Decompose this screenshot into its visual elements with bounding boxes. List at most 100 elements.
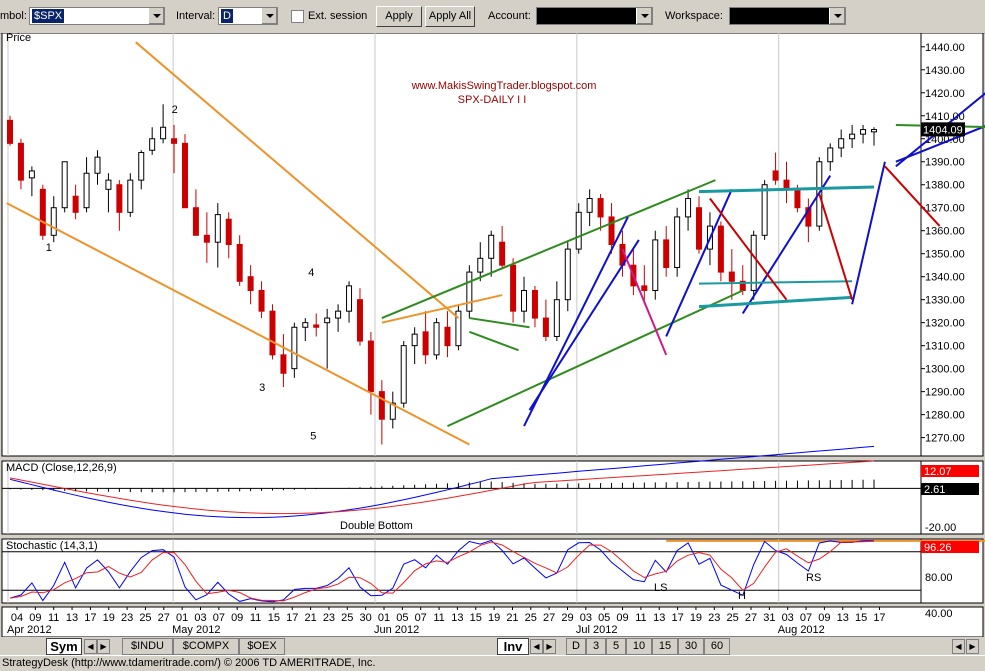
x-tick-label: 30 [360, 612, 372, 624]
candle-body [324, 317, 331, 324]
ext-session-checkbox[interactable] [291, 10, 304, 23]
candle-body [499, 241, 506, 266]
y-tick-label: 1290.00 [925, 387, 965, 399]
tab-interval-3[interactable]: 3 [586, 638, 606, 655]
chevron-down-icon[interactable] [829, 8, 845, 24]
candle-body [849, 133, 856, 140]
candle-body [553, 299, 560, 337]
trend-line-blue [741, 174, 832, 315]
x-tick-label: 17 [286, 612, 298, 624]
macd-value-top: 12.07 [924, 466, 952, 478]
x-tick-label: 17 [671, 612, 683, 624]
tab-interval-60[interactable]: 60 [704, 638, 730, 655]
apply-button[interactable]: Apply [376, 6, 422, 27]
candle-body [83, 172, 90, 209]
candle-body [72, 195, 79, 213]
y-tick-label: 1310.00 [925, 341, 965, 353]
candle-body [750, 234, 757, 291]
y-tick-label: 1300.00 [925, 364, 965, 376]
x-tick-label: 03 [782, 612, 794, 624]
interval-combo[interactable]: D [218, 7, 278, 25]
y-tick-label: 1370.00 [925, 203, 965, 215]
tab-prev-arrow[interactable]: ◀ [84, 639, 97, 654]
stoch-label-h: H [738, 590, 746, 602]
candle-body [608, 216, 615, 245]
tab-interval-10[interactable]: 10 [626, 638, 652, 655]
x-tick-label: 21 [304, 612, 316, 624]
x-tick-label: 27 [158, 612, 170, 624]
symbol-combo[interactable]: $SPX [29, 7, 165, 25]
y-tick-label: 1350.00 [925, 249, 965, 261]
chevron-down-icon[interactable] [636, 8, 652, 24]
candle-body [838, 138, 845, 149]
stoch-label-rs: RS [806, 572, 821, 584]
candle-body [805, 207, 812, 227]
channel-line-green [381, 179, 716, 319]
tab-interval-15[interactable]: 15 [652, 638, 678, 655]
x-tick-label: 11 [250, 612, 261, 624]
candle-body [116, 184, 123, 213]
candle-body [313, 324, 320, 328]
x-tick-label: 05 [396, 612, 408, 624]
x-tick-label: 19 [488, 612, 500, 624]
y-tick-label: 1340.00 [925, 272, 965, 284]
x-tick-label: 01 [176, 612, 188, 624]
tab-interval-d[interactable]: D [566, 638, 586, 655]
candle-body [171, 138, 178, 144]
x-tick-label: 23 [708, 612, 720, 624]
chevron-down-icon[interactable] [261, 8, 277, 24]
tab-next-arrow[interactable]: ▶ [543, 639, 556, 654]
x-tick-label: 27 [745, 612, 757, 624]
candle-body [422, 331, 429, 356]
macd-value-mid: 2.61 [924, 484, 945, 496]
account-combo[interactable] [536, 7, 653, 25]
x-tick-label: 07 [800, 612, 812, 624]
x-tick-label: 11 [635, 612, 646, 624]
candle-body [302, 322, 309, 328]
y-tick-label: 1330.00 [925, 295, 965, 307]
candle-body [542, 317, 549, 337]
tab-bar: Sym ◀ ▶ $INDU $COMPX $OEX Inv ◀ ▶ D 3 5 … [0, 637, 985, 655]
tab-next-arrow[interactable]: ▶ [97, 639, 110, 654]
candle-body [105, 179, 112, 190]
y-tick-label: 1390.00 [925, 157, 965, 169]
toolbar: mbol: $SPX Interval: D Ext. session Appl… [0, 0, 985, 34]
candle-body [521, 289, 528, 312]
scroll-left-arrow[interactable]: ◀ [952, 639, 965, 654]
stoch-label: Stochastic (14,3,1) [6, 540, 98, 552]
tab-sym[interactable]: Sym [46, 638, 82, 655]
symbol-value[interactable]: $SPX [32, 9, 65, 23]
chevron-down-icon[interactable] [148, 8, 164, 24]
candle-body [225, 218, 232, 246]
tab-compx[interactable]: $COMPX [173, 638, 239, 655]
wave-label-5: 5 [310, 430, 316, 442]
tab-interval-5[interactable]: 5 [606, 638, 626, 655]
candle-body [50, 207, 57, 236]
workspace-combo[interactable] [729, 7, 846, 25]
tab-interval-30[interactable]: 30 [678, 638, 704, 655]
chart-area[interactable]: 1440.001430.001420.001410.001400.001390.… [0, 33, 985, 637]
channel-line-green [447, 289, 744, 428]
channel-line-green [469, 317, 530, 329]
trend-line-blue [851, 161, 886, 305]
scroll-right-arrow[interactable]: ▶ [966, 639, 979, 654]
x-tick-label: 11 [433, 612, 444, 624]
macd-value-box [921, 465, 979, 477]
stoch-ytick-40: 40.00 [925, 608, 953, 620]
tab-prev-arrow[interactable]: ◀ [530, 639, 543, 654]
y-tick-label: 1380.00 [925, 180, 965, 192]
x-tick-label: 25 [139, 612, 151, 624]
x-tick-label: 25 [341, 612, 353, 624]
x-tick-label: 13 [66, 612, 78, 624]
tab-indu[interactable]: $INDU [122, 638, 173, 655]
candle-body [641, 285, 648, 291]
tab-oex[interactable]: $OEX [239, 638, 285, 655]
candle-body [400, 345, 407, 404]
x-tick-label: 13 [837, 612, 849, 624]
candle-body [291, 326, 298, 370]
apply-all-button[interactable]: Apply All [425, 6, 475, 27]
tab-inv[interactable]: Inv [497, 638, 529, 655]
interval-value[interactable]: D [221, 9, 233, 23]
candle-body [149, 138, 156, 151]
flag-line-red [818, 193, 854, 300]
